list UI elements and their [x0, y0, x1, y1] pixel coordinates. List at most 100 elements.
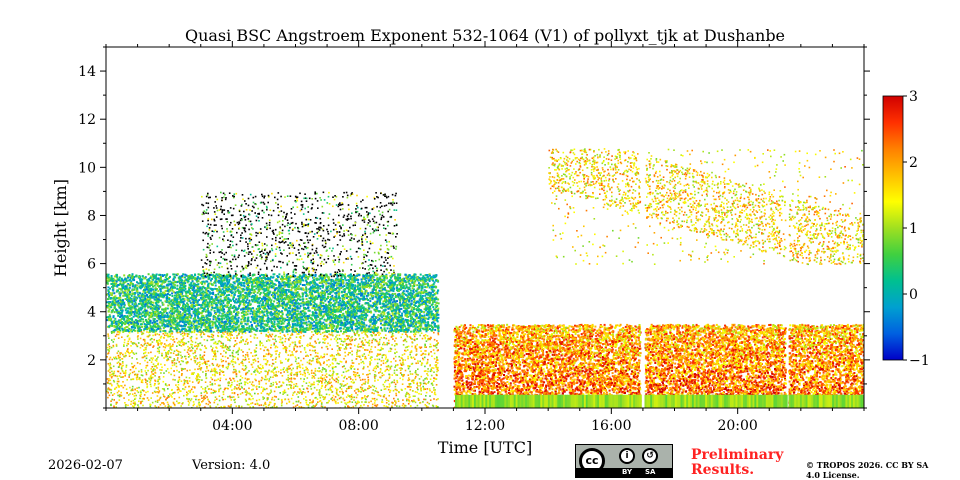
heatmap-cell — [295, 289, 297, 292]
heatmap-cell — [136, 287, 139, 290]
heatmap-cell — [215, 296, 218, 299]
heatmap-cell — [409, 314, 412, 317]
heatmap-cell — [218, 277, 221, 280]
heatmap-cell — [399, 299, 401, 302]
heatmap-cell — [371, 292, 374, 295]
heatmap-cell — [398, 316, 400, 319]
heatmap-cell — [184, 290, 187, 293]
heatmap-cell — [188, 290, 191, 293]
heatmap-cell — [270, 299, 273, 302]
heatmap-cell — [278, 322, 281, 325]
heatmap-cell — [305, 286, 308, 289]
heatmap-cell — [374, 286, 377, 289]
heatmap-cell — [343, 275, 346, 278]
heatmap-cell — [340, 310, 342, 313]
heatmap-cell — [265, 310, 268, 313]
heatmap-cell — [111, 324, 114, 327]
heatmap-cell — [437, 316, 440, 319]
heatmap-cell — [267, 289, 270, 292]
heatmap-cell — [330, 285, 333, 288]
heatmap-cell — [238, 324, 241, 327]
heatmap-cell — [186, 307, 189, 310]
heatmap-cell — [298, 276, 301, 278]
heatmap-cell — [290, 313, 293, 316]
heatmap-cell — [280, 289, 283, 292]
heatmap-cell — [320, 299, 323, 302]
heatmap-cell — [349, 293, 352, 296]
heatmap-cell — [398, 310, 401, 313]
heatmap-cell — [290, 291, 292, 293]
heatmap-cell — [299, 305, 302, 308]
heatmap-cell — [428, 324, 430, 327]
heatmap-cell — [240, 284, 243, 286]
heatmap-cell — [243, 304, 246, 307]
heatmap-cell — [170, 327, 172, 330]
heatmap-cell — [226, 280, 229, 283]
heatmap-cell — [159, 290, 162, 293]
heatmap-cell — [369, 293, 372, 296]
heatmap-cell — [421, 286, 424, 289]
heatmap-cell — [217, 329, 220, 332]
heatmap-cell — [111, 309, 114, 312]
heatmap-cell — [147, 320, 150, 323]
heatmap-cell — [423, 281, 426, 284]
heatmap-cell — [153, 284, 156, 287]
heatmap-cell — [427, 321, 430, 324]
heatmap-cell — [165, 298, 168, 301]
heatmap-cell — [400, 307, 403, 310]
heatmap-cell — [294, 285, 297, 288]
heatmap-cell — [286, 296, 289, 298]
heatmap-cell — [365, 328, 368, 331]
heatmap-cell — [189, 301, 192, 304]
heatmap-cell — [259, 275, 262, 278]
heatmap-cell — [321, 285, 323, 288]
heatmap-cell — [396, 325, 399, 328]
heatmap-cell — [334, 289, 336, 292]
heatmap-cell — [391, 301, 394, 304]
heatmap-cell — [119, 283, 122, 286]
heatmap-cell — [132, 322, 134, 325]
heatmap-cell — [329, 305, 332, 308]
heatmap-cell — [374, 300, 377, 303]
heatmap-cell — [282, 322, 285, 325]
heatmap-cell — [129, 291, 131, 293]
heatmap-cell — [326, 306, 329, 309]
heatmap-cell — [266, 305, 269, 308]
heatmap-cell — [227, 327, 230, 330]
heatmap-cell — [424, 305, 427, 308]
heatmap-cell — [241, 300, 244, 303]
heatmap-cell — [111, 285, 114, 288]
heatmap-cell — [407, 275, 410, 278]
heatmap-cell — [348, 289, 350, 292]
heatmap-cell — [280, 304, 283, 307]
heatmap-cell — [414, 319, 417, 322]
heatmap-cell — [164, 290, 167, 293]
heatmap-cell — [424, 326, 427, 329]
heatmap-cell — [217, 296, 220, 299]
heatmap-cell — [392, 286, 395, 289]
heatmap-cell — [389, 275, 392, 278]
heatmap-cell — [237, 306, 240, 309]
heatmap-cell — [423, 276, 426, 279]
heatmap-cell — [112, 296, 115, 299]
heatmap-cell — [180, 279, 183, 282]
heatmap-cell — [166, 313, 169, 316]
heatmap-cell — [196, 321, 199, 324]
heatmap-cell — [169, 289, 172, 292]
heatmap-cell — [356, 285, 359, 288]
heatmap-cell — [135, 275, 138, 278]
heatmap-cell — [195, 312, 198, 315]
heatmap-cell — [316, 297, 319, 300]
heatmap-cell — [147, 273, 150, 276]
heatmap-cell — [186, 302, 189, 305]
heatmap-cell — [218, 321, 221, 324]
heatmap-cell — [390, 286, 393, 289]
heatmap-cell — [207, 284, 209, 287]
heatmap-cell — [193, 329, 196, 332]
heatmap-cell — [430, 288, 433, 291]
heatmap-cell — [223, 283, 226, 286]
heatmap-cell — [292, 312, 295, 315]
heatmap-cell — [200, 304, 203, 307]
heatmap-cell — [392, 325, 395, 328]
heatmap-cell — [126, 310, 129, 313]
